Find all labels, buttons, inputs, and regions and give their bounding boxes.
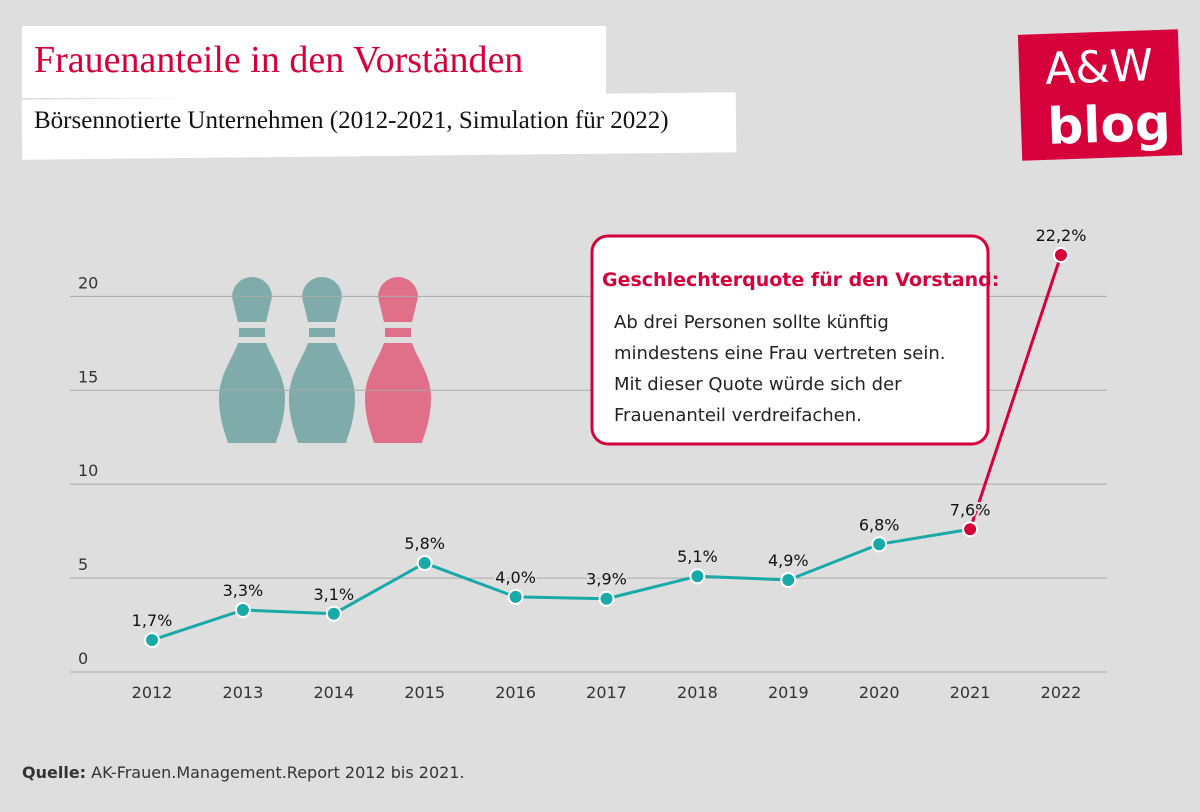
plot: 1,7% 3,3% 3,1% 5,8% 4,0% 3,9% 5,1% 4,9% 6,8% 7,6%… bbox=[130, 224, 1088, 649]
point bbox=[325, 605, 342, 622]
y-tick-label: 10 bbox=[78, 461, 98, 480]
subtitle-box bbox=[21, 92, 737, 160]
annotation-line: Frauenanteil verdreifachen. bbox=[614, 405, 862, 426]
line-segment bbox=[424, 561, 517, 599]
annotation-box bbox=[590, 234, 990, 446]
y-tick-label: 15 bbox=[78, 367, 98, 386]
line-segment bbox=[787, 542, 880, 582]
line-segment bbox=[697, 574, 789, 582]
point bbox=[780, 571, 797, 588]
data-label: 4,0% bbox=[495, 568, 536, 587]
source-label: Quelle: bbox=[22, 763, 86, 782]
x-tick-label: 2020 bbox=[859, 683, 900, 702]
point bbox=[234, 602, 251, 619]
data-label: 4,9% bbox=[768, 551, 809, 570]
line-segment bbox=[242, 608, 334, 616]
title-box bbox=[22, 26, 606, 98]
annotation-line: Mit dieser Quote würde sich der bbox=[614, 374, 902, 395]
annotation-body: Ab drei Personen sollte künftig mindesten… bbox=[614, 312, 945, 426]
data-label: 3,9% bbox=[586, 570, 627, 589]
pin-band bbox=[309, 328, 335, 337]
x-tick-label: 2015 bbox=[404, 683, 445, 702]
annotation-line: mindestens eine Frau vertreten sein. bbox=[614, 343, 945, 364]
pin-body bbox=[289, 343, 355, 443]
point bbox=[598, 590, 615, 607]
pin-band bbox=[385, 328, 411, 337]
data-label: 22,2% bbox=[1036, 226, 1087, 245]
annotation: Geschlechterquote für den Vorstand: Ab d… bbox=[590, 234, 999, 446]
grid: 0 5 10 15 20 2012 2013 2014 2015 2016 2017 2018 2019… bbox=[70, 273, 1107, 702]
bowling-pins bbox=[219, 277, 431, 443]
pin-body bbox=[219, 343, 285, 443]
line-segment bbox=[878, 527, 971, 546]
logo-text: blog bbox=[1047, 94, 1172, 156]
line-segment bbox=[515, 595, 607, 601]
x-tick-label: 2013 bbox=[223, 683, 264, 702]
data-label: 3,3% bbox=[223, 581, 264, 600]
source: Quelle: AK-Frauen.Management.Report 2012… bbox=[22, 763, 465, 782]
point bbox=[416, 555, 433, 572]
chart-title: Frauenanteile in den Vorständen bbox=[34, 39, 523, 81]
logo-text: A&W bbox=[1044, 40, 1154, 95]
x-tick-label: 2021 bbox=[950, 683, 991, 702]
x-tick-label: 2016 bbox=[495, 683, 536, 702]
y-tick-label: 20 bbox=[78, 273, 98, 292]
data-label: 6,8% bbox=[859, 515, 900, 534]
line-segment bbox=[333, 561, 426, 616]
data-label: 5,8% bbox=[404, 534, 445, 553]
data-label: 7,6% bbox=[950, 500, 991, 519]
data-label: 3,1% bbox=[313, 585, 354, 604]
x-tick-label: 2012 bbox=[132, 683, 173, 702]
line-segment bbox=[968, 254, 1063, 530]
x-tick-label: 2022 bbox=[1041, 683, 1082, 702]
x-tick-label: 2014 bbox=[313, 683, 354, 702]
point bbox=[507, 588, 524, 605]
annotation-line: Ab drei Personen sollte künftig bbox=[614, 312, 889, 333]
point bbox=[962, 521, 979, 538]
point bbox=[689, 568, 706, 585]
data-label: 1,7% bbox=[132, 611, 173, 630]
pin-head bbox=[302, 277, 342, 322]
pin-head bbox=[232, 277, 272, 322]
pin-band bbox=[239, 328, 265, 337]
y-tick-label: 0 bbox=[78, 649, 88, 668]
y-tick-label: 5 bbox=[78, 555, 88, 574]
logo: A&W blog bbox=[1017, 29, 1183, 161]
chart-subtitle: Börsennotierte Unternehmen (2012-2021, S… bbox=[34, 107, 669, 134]
line-segment bbox=[606, 574, 698, 601]
source-text: AK-Frauen.Management.Report 2012 bis 202… bbox=[91, 763, 464, 782]
pin-body bbox=[365, 343, 431, 443]
point bbox=[871, 536, 888, 553]
annotation-title: Geschlechterquote für den Vorstand: bbox=[602, 269, 999, 291]
x-tick-label: 2017 bbox=[586, 683, 627, 702]
x-tick-label: 2019 bbox=[768, 683, 809, 702]
pin-head bbox=[378, 277, 418, 322]
line-segment bbox=[151, 608, 244, 642]
point bbox=[144, 632, 160, 649]
x-tick-label: 2018 bbox=[677, 683, 718, 702]
data-label: 5,1% bbox=[677, 547, 718, 566]
point bbox=[1053, 247, 1069, 264]
logo-box bbox=[1017, 29, 1183, 161]
